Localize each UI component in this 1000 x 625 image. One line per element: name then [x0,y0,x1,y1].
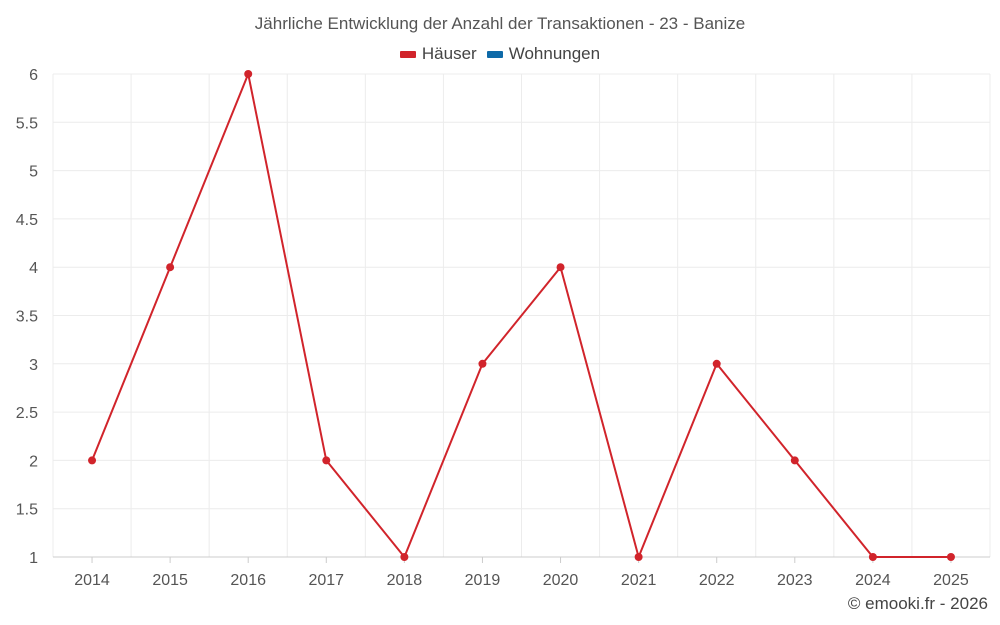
y-tick-label: 4.5 [16,212,38,229]
legend-swatch-wohnungen [486,50,503,58]
y-tick-label: 3 [29,357,38,374]
legend-swatch-haeuser [399,50,416,58]
y-tick-label: 1.5 [16,502,38,519]
x-tick-label: 2017 [308,572,344,589]
series-line-0 [91,73,951,558]
legend-item-haeuser[interactable]: Häuser [399,44,477,64]
data-point [478,359,487,368]
x-tick-label: 2018 [387,572,423,589]
y-tick-label: 2.5 [16,405,38,422]
x-tick-label: 2021 [621,572,657,589]
y-tick-label: 1 [29,550,38,567]
legend-item-wohnungen[interactable]: Wohnungen [486,44,601,64]
data-point [790,456,799,465]
data-point [244,70,253,78]
y-tick-label: 5 [29,164,38,181]
x-tick-label: 2024 [855,572,891,589]
legend: Häuser Wohnungen [0,44,1000,64]
y-tick-label: 2 [29,453,38,470]
series-layer [88,70,955,561]
data-point [868,553,877,561]
chart-title: Jährliche Entwicklung der Anzahl der Tra… [254,14,746,33]
data-point [88,456,97,465]
legend-label-haeuser: Häuser [421,44,477,63]
x-tick-label: 2022 [699,572,735,589]
legend-label-wohnungen: Wohnungen [508,44,601,63]
x-tick-label: 2014 [74,572,110,589]
data-point [634,553,643,561]
x-tick-label: 2016 [230,572,266,589]
x-tick-label: 2023 [777,572,813,589]
y-tick-label: 4 [29,260,38,277]
x-tick-label: 2025 [933,572,969,589]
x-tick-label: 2020 [543,572,579,589]
data-point [400,553,409,561]
y-tick-label: 6 [29,67,38,84]
axes: 1 1.5 2 2.5 3 3.5 4 4.5 5 5.5 6 2014 2015 2016 2017 201… [16,67,990,589]
y-tick-label: 5.5 [16,115,38,132]
data-point [946,553,955,561]
data-point [556,263,565,272]
credit-text: © emooki.fr - 2026 [847,594,988,613]
data-point [712,359,721,368]
x-tick-label: 2015 [152,572,188,589]
y-tick-label: 3.5 [16,309,38,326]
x-tick-label: 2019 [465,572,501,589]
data-point [166,263,175,272]
data-point [322,456,331,465]
